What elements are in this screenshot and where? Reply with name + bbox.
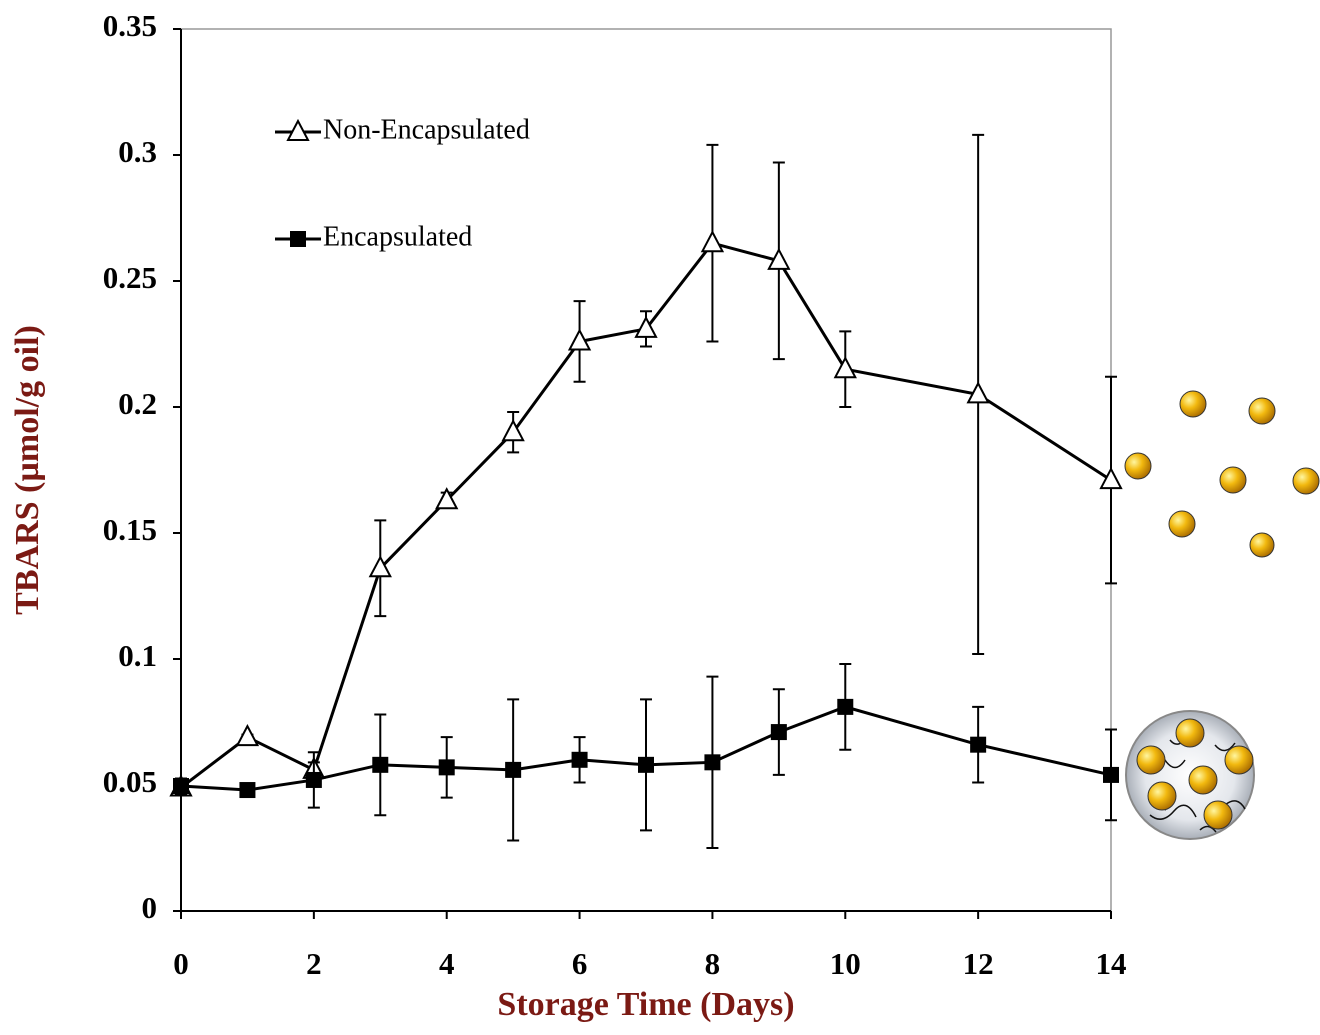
legend-marker: [290, 231, 306, 247]
y-tick-label: 0.15: [103, 512, 157, 547]
data-point: [235, 723, 260, 747]
x-tick-label: 2: [306, 946, 322, 981]
legend-marker: [286, 118, 310, 141]
data-point: [767, 247, 791, 270]
y-tick-label: 0.05: [103, 764, 157, 799]
data-point: [505, 761, 522, 778]
x-tick-label: 0: [173, 946, 189, 981]
data-point: [1099, 466, 1123, 490]
data-point: [704, 754, 721, 771]
y-axis-title: TBARS (µmol/g oil): [9, 325, 46, 615]
x-axis-title: Storage Time (Days): [497, 986, 794, 1023]
x-tick-label: 6: [572, 946, 588, 981]
x-tick-label: 14: [1096, 946, 1127, 981]
y-tick-label: 0: [142, 890, 158, 925]
data-point: [638, 756, 654, 773]
data-point: [438, 759, 455, 776]
y-tick-label: 0.35: [103, 8, 157, 43]
encapsulated-icon: [1125, 710, 1255, 840]
y-tick-label: 0.3: [118, 134, 157, 169]
x-tick-label: 12: [963, 946, 994, 981]
data-point: [372, 756, 389, 773]
data-point: [567, 328, 592, 351]
legend-label: Non-Encapsulated: [323, 114, 530, 145]
data-point: [173, 778, 189, 795]
data-point: [837, 698, 854, 715]
data-point: [435, 487, 459, 510]
x-tick-label: 8: [705, 946, 721, 981]
data-point: [1103, 766, 1119, 783]
y-tick-label: 0.2: [118, 386, 157, 421]
data-point: [966, 381, 990, 404]
data-point: [634, 315, 658, 338]
data-point: [700, 230, 725, 253]
x-tick-label: 10: [830, 946, 861, 981]
y-tick-label: 0.1: [118, 638, 157, 673]
data-point: [571, 751, 588, 768]
free-oil-icon: [1124, 390, 1320, 558]
data-point: [368, 555, 392, 578]
data-point: [239, 782, 256, 799]
data-point: [970, 736, 987, 753]
y-tick-label: 0.25: [103, 260, 157, 295]
data-point: [501, 419, 525, 442]
data-point: [833, 356, 857, 379]
x-tick-label: 4: [439, 946, 455, 981]
legend-label: Encapsulated: [323, 221, 472, 252]
data-point: [305, 771, 322, 788]
data-point: [770, 724, 787, 741]
